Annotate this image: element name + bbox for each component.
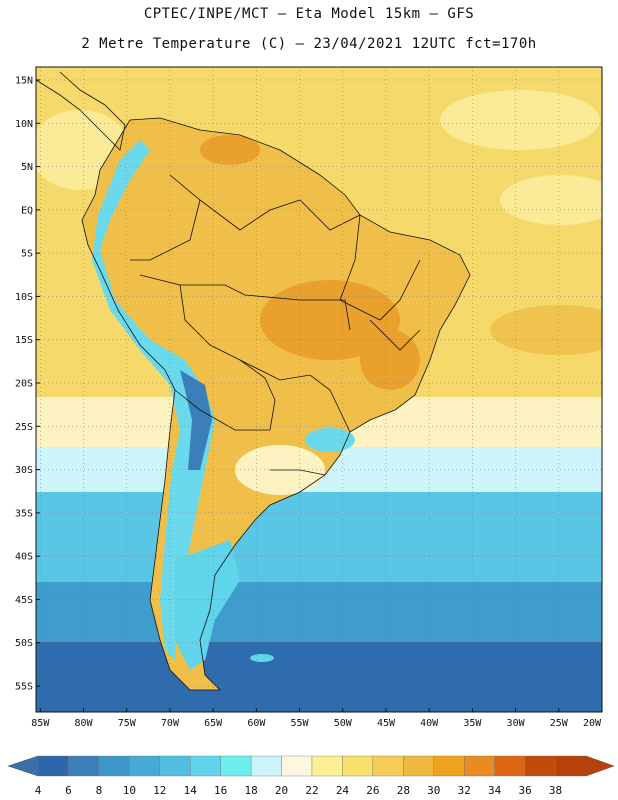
longitude-label: 70W <box>161 718 180 729</box>
andes-cold-strip <box>92 140 215 660</box>
colorbar-swatch <box>433 755 465 777</box>
latitude-label: 45S <box>15 595 33 606</box>
colorbar-label: 26 <box>366 784 379 797</box>
southern-cool-region <box>305 428 355 452</box>
longitude-label: 25W <box>550 718 569 729</box>
latitude-axis: 15N 10N 5N EQ 5S 10S 15S 20S 25S 30S 35S 40S 45S 50S 5… <box>15 75 40 693</box>
longitude-label: 55W <box>291 718 310 729</box>
colorbar-label: 20 <box>275 784 288 797</box>
longitude-label: 45W <box>377 718 396 729</box>
falkland-islands <box>250 654 274 662</box>
ocean-cool-band <box>36 492 602 582</box>
ocean-cold-band <box>36 582 602 642</box>
colorbar-swatch <box>190 755 221 777</box>
latitude-label: 5N <box>21 162 33 173</box>
colorbar-swatch <box>129 755 160 777</box>
colorbar-label: 30 <box>427 784 440 797</box>
colorbar-label: 16 <box>214 784 227 797</box>
colorbar-min-arrow <box>7 755 39 777</box>
latitude-label: 40S <box>15 552 33 563</box>
country-border <box>130 199 201 261</box>
colorbar-swatch <box>37 755 69 777</box>
longitude-label: 80W <box>74 718 93 729</box>
colorbar-swatch <box>342 755 374 777</box>
temperature-field <box>36 67 602 712</box>
ocean-light-patch <box>440 90 600 150</box>
longitude-label: 20W <box>583 718 602 729</box>
country-border <box>270 469 326 476</box>
central-america-coast <box>36 71 126 151</box>
latitude-label: 55S <box>15 682 33 693</box>
colorbar-label: 32 <box>458 784 471 797</box>
andes-core <box>180 370 212 470</box>
colorbar-label: 36 <box>518 784 531 797</box>
longitude-label: 75W <box>118 718 137 729</box>
country-border <box>239 359 351 433</box>
longitude-label: 60W <box>247 718 266 729</box>
state-border <box>339 214 421 321</box>
longitude-label: 35W <box>463 718 482 729</box>
latitude-label: EQ <box>21 205 33 216</box>
longitude-label: 30W <box>507 718 526 729</box>
colorbar-swatch <box>281 755 313 777</box>
colorbar-swatch <box>555 755 587 777</box>
longitude-label: 50W <box>334 718 353 729</box>
longitude-label: 85W <box>31 718 50 729</box>
map-frame <box>35 66 603 713</box>
country-border <box>169 174 301 231</box>
hot-interior <box>260 280 400 360</box>
latitude-label: 15N <box>15 75 33 86</box>
latitude-label: 10S <box>15 292 33 303</box>
longitude-axis: 85W 80W 75W 70W 65W 60W 55W 50W 45W 40W 35W 30W 25W 2… <box>31 708 603 729</box>
coastlines-and-borders <box>36 71 471 691</box>
colorbar-label: 28 <box>397 784 410 797</box>
colorbar-label: 22 <box>305 784 318 797</box>
state-border <box>369 319 421 351</box>
hot-interior <box>200 135 260 165</box>
latitude-label: 10N <box>15 119 33 130</box>
latitude-label: 20S <box>15 379 33 390</box>
latitude-label: 25S <box>15 422 33 433</box>
longitude-label: 40W <box>420 718 439 729</box>
colorbar-swatch <box>220 755 252 777</box>
colorbar-label: 8 <box>96 784 103 797</box>
latitude-label: 50S <box>15 638 33 649</box>
latitude-label: 35S <box>15 508 33 519</box>
country-border <box>299 199 361 231</box>
country-border <box>174 389 270 431</box>
ocean-coldest-band <box>36 642 602 712</box>
colorbar-swatch <box>494 755 526 777</box>
colorbar-swatch <box>98 755 130 777</box>
colorbar-swatch <box>403 755 434 777</box>
ocean-warm-patch <box>490 305 602 355</box>
latitude-label: 30S <box>15 465 33 476</box>
colorbar-label: 6 <box>65 784 72 797</box>
colorbar-swatch <box>68 755 100 777</box>
colorbar-swatch <box>464 755 495 777</box>
map-title-line2: 2 Metre Temperature (C) – 23/04/2021 12U… <box>81 36 537 52</box>
colorbar-label: 12 <box>153 784 166 797</box>
colorbar-max-arrow <box>585 755 615 777</box>
colorbar-label: 14 <box>184 784 198 797</box>
colorbar-label: 24 <box>336 784 350 797</box>
colorbar-swatch <box>524 755 556 777</box>
longitude-label: 65W <box>204 718 223 729</box>
colorbar-swatch <box>159 755 191 777</box>
colorbar-label: 4 <box>35 784 42 797</box>
patagonia-cool <box>175 540 240 670</box>
latitude-label: 5S <box>21 249 33 260</box>
colorbar-swatch <box>311 755 343 777</box>
colorbar-label: 34 <box>488 784 502 797</box>
colorbar-swatch <box>250 755 282 777</box>
map-title-line1: CPTEC/INPE/MCT – Eta Model 15km – GFS <box>143 6 475 22</box>
colorbar-label: 18 <box>244 784 257 797</box>
colorbar: 4 6 8 10 12 14 16 18 20 22 24 26 28 30 32 34 36 38 <box>7 755 615 797</box>
colorbar-swatch <box>372 755 404 777</box>
latitude-label: 15S <box>15 335 33 346</box>
colorbar-label: 10 <box>123 784 136 797</box>
ocean-light-patch <box>500 175 602 225</box>
coastline <box>81 117 471 691</box>
colorbar-label: 38 <box>549 784 562 797</box>
